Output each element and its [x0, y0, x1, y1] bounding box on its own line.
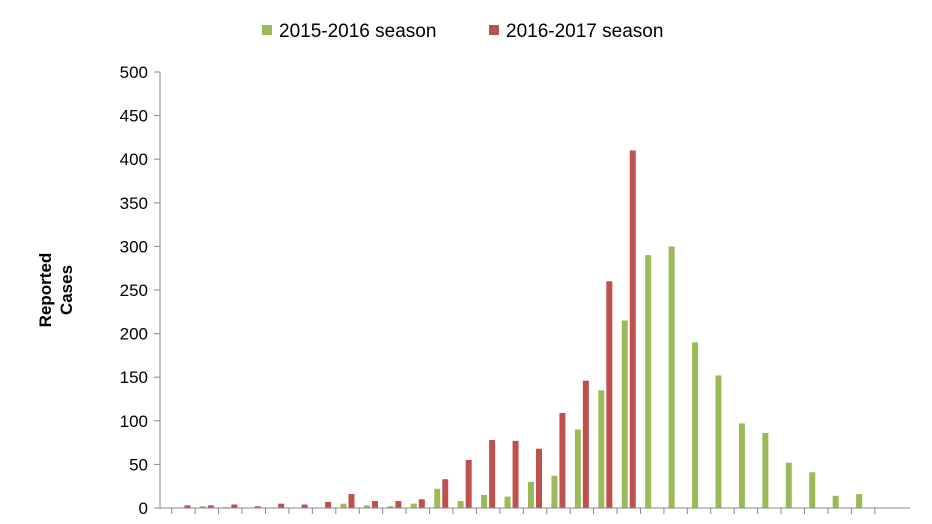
bar-series-1-point-17	[551, 475, 558, 508]
bar-series-1-point-19	[598, 390, 605, 508]
bar-series-2-point-16	[536, 448, 542, 508]
bar-series-2-point-5	[278, 503, 285, 508]
y-tick-label: 350	[120, 194, 148, 213]
bar-series-2-point-11	[418, 499, 425, 508]
bar-series-1-point-8	[340, 503, 347, 508]
y-tick-label: 400	[120, 150, 148, 169]
legend-label-2015-2016: 2015-2016 season	[279, 21, 436, 42]
bar-series-2-point-13	[465, 460, 472, 508]
y-axis-ticks: 0 50 100 150 200 250 300 350 400 450 500	[120, 63, 160, 518]
legend: 2015-2016 season 2016-2017 season	[262, 21, 663, 42]
bar-series-1-point-24	[715, 375, 722, 508]
y-tick-label: 300	[120, 237, 148, 256]
bar-series-1-point-11	[410, 503, 417, 508]
bar-series-1-point-27	[785, 462, 792, 508]
bar-series-2-point-8	[348, 494, 355, 508]
bar-series-2-point-6	[301, 504, 308, 508]
bar-series-1-point-18	[574, 429, 581, 508]
bar-series-2-point-12	[442, 479, 449, 508]
bar-series-1-point-9	[363, 505, 370, 508]
bar-series-1-point-22	[668, 246, 675, 508]
bar-series-2-point-10	[395, 501, 402, 508]
bar-series-2-point-20	[629, 150, 636, 509]
bar-series-1-point-20	[621, 320, 628, 508]
bar-series-2-point-17	[559, 412, 566, 508]
bar-series-1-point-23	[692, 342, 699, 508]
bar-series-1-point-2	[199, 506, 206, 508]
bar-series-2-point-1	[184, 505, 191, 508]
y-axis-title: Reported Cases	[36, 253, 76, 328]
bar-series-2-point-2	[207, 505, 214, 508]
bar-series-1-point-16	[528, 481, 534, 508]
y-tick-label: 250	[120, 281, 148, 300]
bar-series-1-point-12	[434, 488, 441, 508]
y-tick-label: 500	[120, 63, 148, 82]
bar-series-2-point-18	[582, 380, 589, 508]
y-tick-label: 100	[120, 412, 148, 431]
bar-series-1-point-25	[738, 423, 745, 508]
bar-series-1-point-13	[457, 501, 464, 508]
bar-series-2-point-19	[606, 281, 613, 508]
bar-series-1-point-30	[856, 494, 863, 508]
bar-series-2-point-9	[371, 501, 378, 508]
y-axis-title-line-1: Reported	[36, 253, 55, 328]
bar-series-1-point-10	[387, 506, 394, 508]
y-tick-label: 0	[139, 499, 148, 518]
legend-swatch-2016-2017	[489, 25, 499, 35]
y-tick-label: 450	[120, 107, 148, 126]
bar-series-1-point-28	[809, 472, 816, 508]
y-axis-title-line-2: Cases	[57, 265, 76, 315]
bar-series-1-point-14	[481, 494, 488, 508]
bar-series-2-point-7	[325, 501, 332, 508]
bar-series-2-point-4	[254, 506, 261, 508]
y-tick-label: 50	[129, 455, 148, 474]
bar-series-1-point-26	[762, 433, 769, 508]
y-tick-label: 200	[120, 325, 148, 344]
bar-series-1-point-15	[504, 496, 511, 508]
legend-label-2016-2017: 2016-2017 season	[506, 21, 663, 42]
bars	[184, 150, 863, 509]
bar-series-2-point-3	[231, 504, 238, 508]
legend-swatch-2015-2016	[262, 25, 272, 35]
x-axis-ticks	[171, 508, 876, 514]
bar-series-2-point-14	[489, 439, 496, 508]
y-tick-label: 150	[120, 368, 148, 387]
bar-series-1-point-29	[832, 495, 839, 508]
bar-series-2-point-15	[512, 440, 519, 508]
bar-series-1-point-21	[645, 255, 652, 508]
